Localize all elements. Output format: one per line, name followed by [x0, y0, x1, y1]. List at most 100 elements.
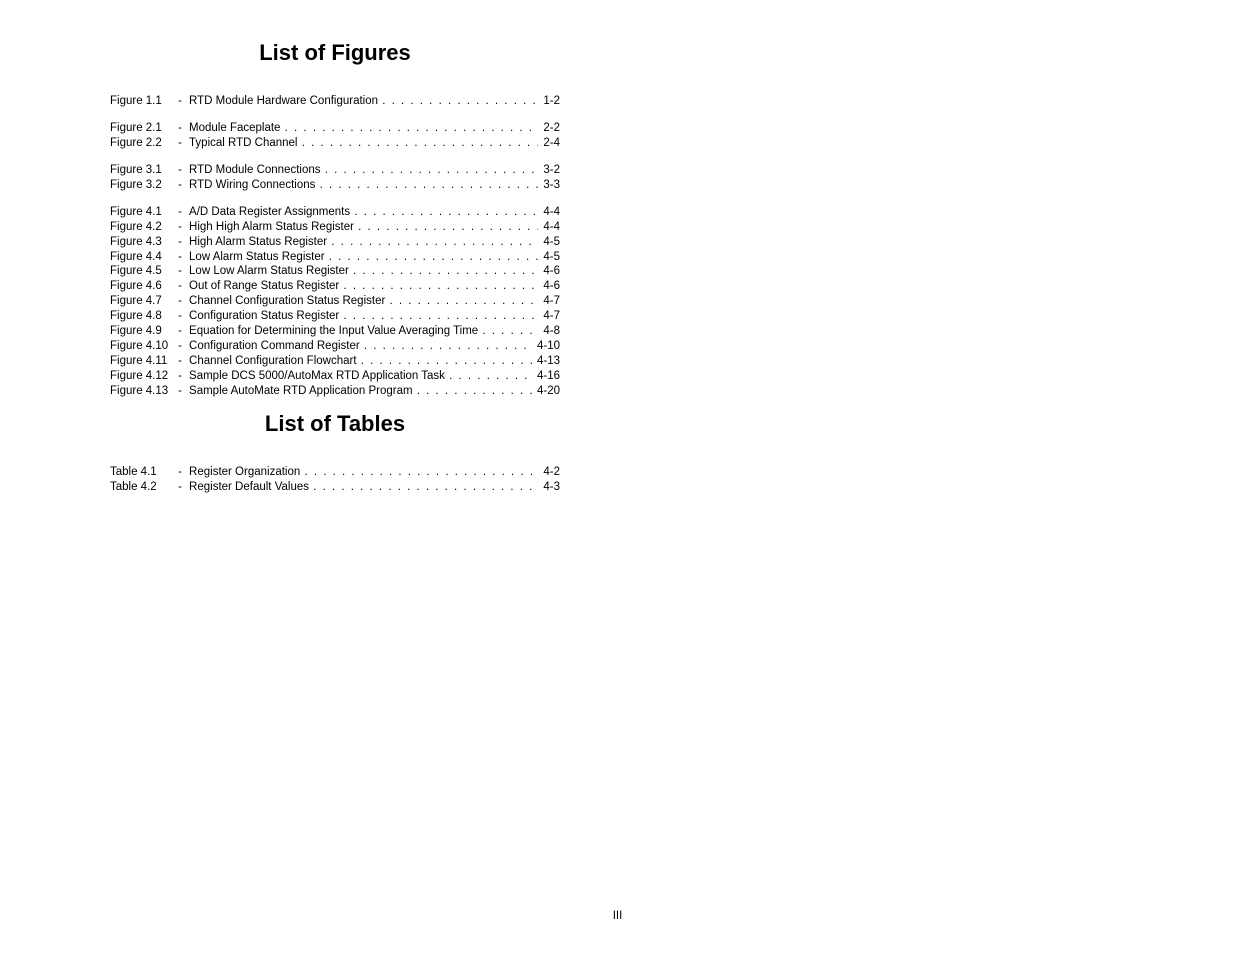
- entry-title: Register Organization: [186, 465, 304, 480]
- entry-page: 4-10: [532, 339, 560, 354]
- toc-entry: Figure 3.2- RTD Wiring Connections 3-3: [110, 178, 560, 193]
- entry-title: Sample DCS 5000/AutoMax RTD Application …: [186, 369, 448, 384]
- figure-group: Figure 3.1- RTD Module Connections 3-2Fi…: [110, 163, 1125, 193]
- entry-separator: -: [178, 205, 186, 220]
- entry-page: 2-2: [538, 121, 560, 136]
- entry-label: Figure 4.8: [110, 309, 178, 324]
- toc-entry: Figure 2.2- Typical RTD Channel 2-4: [110, 136, 560, 151]
- entry-separator: -: [178, 163, 186, 178]
- entry-separator: -: [178, 480, 186, 495]
- entry-leader-dots: [319, 178, 539, 193]
- entry-label: Figure 4.1: [110, 205, 178, 220]
- entry-page: 3-2: [538, 163, 560, 178]
- entry-leader-dots: [303, 465, 538, 480]
- entry-separator: -: [178, 384, 186, 399]
- entry-leader-dots: [342, 279, 538, 294]
- toc-entry: Table 4.1- Register Organization 4-2: [110, 465, 560, 480]
- entry-page: 4-13: [532, 354, 560, 369]
- entry-page: 4-4: [538, 220, 560, 235]
- entry-separator: -: [178, 294, 186, 309]
- entry-leader-dots: [481, 324, 538, 339]
- figures-list: Figure 1.1- RTD Module Hardware Configur…: [110, 94, 1125, 399]
- entry-separator: -: [178, 250, 186, 265]
- entry-title: A/D Data Register Assignments: [186, 205, 353, 220]
- entry-leader-dots: [324, 163, 538, 178]
- entry-title: Register Default Values: [186, 480, 312, 495]
- toc-entry: Table 4.2- Register Default Values 4-3: [110, 480, 560, 495]
- entry-separator: -: [178, 354, 186, 369]
- entry-separator: -: [178, 465, 186, 480]
- toc-entry: Figure 4.1- A/D Data Register Assignment…: [110, 205, 560, 220]
- toc-entry: Figure 4.12- Sample DCS 5000/AutoMax RTD…: [110, 369, 560, 384]
- toc-entry: Figure 4.13- Sample AutoMate RTD Applica…: [110, 384, 560, 399]
- list-of-tables-heading: List of Tables: [110, 411, 560, 437]
- entry-label: Figure 4.7: [110, 294, 178, 309]
- entry-title: Low Alarm Status Register: [186, 250, 328, 265]
- entry-leader-dots: [284, 121, 539, 136]
- entry-separator: -: [178, 178, 186, 193]
- entry-leader-dots: [360, 354, 532, 369]
- entry-page: 4-16: [532, 369, 560, 384]
- entry-page: 4-3: [538, 480, 560, 495]
- entry-page: 4-20: [532, 384, 560, 399]
- document-page: List of Figures Figure 1.1- RTD Module H…: [0, 0, 1235, 495]
- toc-entry: Figure 4.11- Channel Configuration Flowc…: [110, 354, 560, 369]
- toc-entry: Figure 4.5- Low Low Alarm Status Registe…: [110, 264, 560, 279]
- entry-label: Figure 2.2: [110, 136, 178, 151]
- entry-separator: -: [178, 369, 186, 384]
- entry-leader-dots: [357, 220, 538, 235]
- entry-page: 4-6: [538, 279, 560, 294]
- entry-label: Figure 4.10: [110, 339, 178, 354]
- entry-separator: -: [178, 121, 186, 136]
- entry-leader-dots: [381, 94, 538, 109]
- entry-separator: -: [178, 235, 186, 250]
- entry-title: Configuration Status Register: [186, 309, 343, 324]
- entry-title: Channel Configuration Status Register: [186, 294, 389, 309]
- entry-page: 4-5: [538, 250, 560, 265]
- toc-entry: Figure 4.8- Configuration Status Registe…: [110, 309, 560, 324]
- entry-leader-dots: [389, 294, 539, 309]
- entry-page: 4-8: [538, 324, 560, 339]
- entry-separator: -: [178, 339, 186, 354]
- entry-label: Figure 4.5: [110, 264, 178, 279]
- entry-leader-dots: [352, 264, 538, 279]
- entry-leader-dots: [330, 235, 538, 250]
- toc-entry: Figure 3.1- RTD Module Connections 3-2: [110, 163, 560, 178]
- entry-label: Figure 2.1: [110, 121, 178, 136]
- entry-leader-dots: [328, 250, 538, 265]
- entry-leader-dots: [301, 136, 538, 151]
- entry-title: Typical RTD Channel: [186, 136, 301, 151]
- toc-entry: Figure 4.4- Low Alarm Status Register 4-…: [110, 250, 560, 265]
- entry-label: Table 4.2: [110, 480, 178, 495]
- figure-group: Figure 4.1- A/D Data Register Assignment…: [110, 205, 1125, 399]
- entry-leader-dots: [416, 384, 532, 399]
- table-group: Table 4.1- Register Organization 4-2Tabl…: [110, 465, 1125, 495]
- entry-label: Figure 4.2: [110, 220, 178, 235]
- entry-separator: -: [178, 279, 186, 294]
- entry-leader-dots: [353, 205, 538, 220]
- entry-title: RTD Wiring Connections: [186, 178, 319, 193]
- entry-title: High Alarm Status Register: [186, 235, 330, 250]
- entry-separator: -: [178, 94, 186, 109]
- entry-separator: -: [178, 264, 186, 279]
- entry-label: Figure 4.13: [110, 384, 178, 399]
- entry-title: Channel Configuration Flowchart: [186, 354, 360, 369]
- tables-list: Table 4.1- Register Organization 4-2Tabl…: [110, 465, 1125, 495]
- entry-page: 4-6: [538, 264, 560, 279]
- entry-title: Out of Range Status Register: [186, 279, 343, 294]
- entry-page: 4-7: [538, 309, 560, 324]
- entry-label: Figure 4.6: [110, 279, 178, 294]
- toc-entry: Figure 1.1- RTD Module Hardware Configur…: [110, 94, 560, 109]
- figure-group: Figure 2.1- Module Faceplate 2-2Figure 2…: [110, 121, 1125, 151]
- list-of-figures-heading: List of Figures: [110, 40, 560, 66]
- toc-entry: Figure 4.10- Configuration Command Regis…: [110, 339, 560, 354]
- entry-title: High High Alarm Status Register: [186, 220, 357, 235]
- entry-page: 1-2: [538, 94, 560, 109]
- entry-page: 4-7: [538, 294, 560, 309]
- toc-entry: Figure 2.1- Module Faceplate 2-2: [110, 121, 560, 136]
- entry-leader-dots: [363, 339, 532, 354]
- entry-leader-dots: [312, 480, 538, 495]
- figure-group: Figure 1.1- RTD Module Hardware Configur…: [110, 94, 1125, 109]
- entry-page: 4-5: [538, 235, 560, 250]
- entry-label: Figure 4.4: [110, 250, 178, 265]
